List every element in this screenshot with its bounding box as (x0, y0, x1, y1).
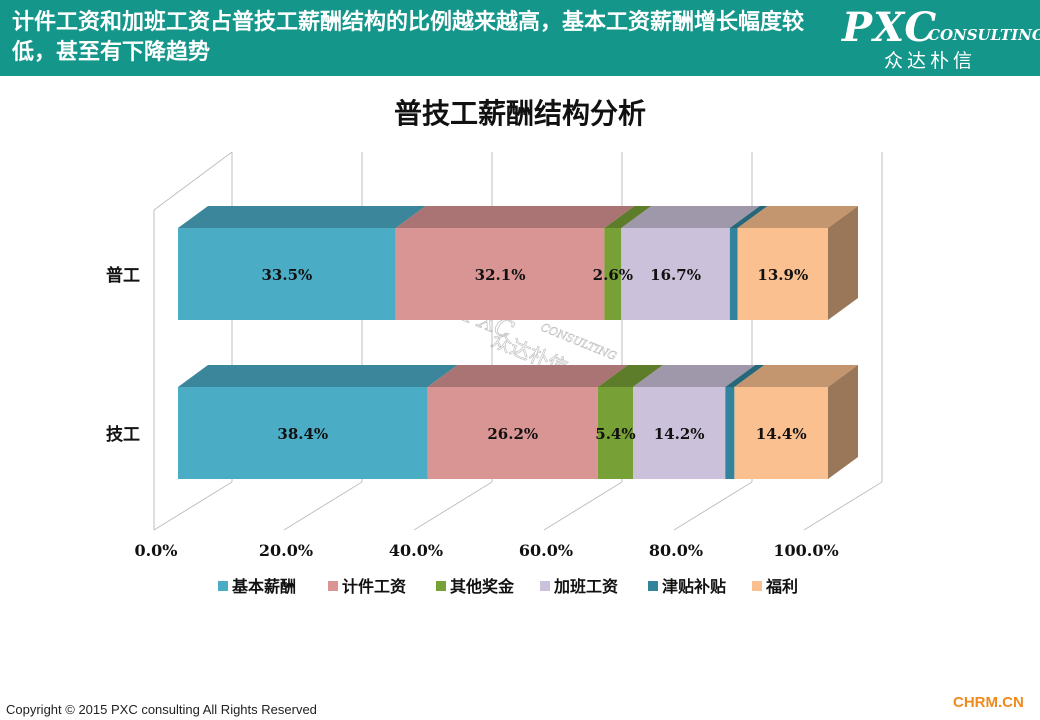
gridline-floor (283, 481, 363, 531)
legend-label: 津贴补贴 (662, 577, 726, 596)
bar-top-其他奖金 (604, 206, 652, 228)
bar-top-计件工资 (427, 365, 628, 387)
stacked-bar-chart: PXC CONSULTING 众达朴信 33.5% 32.1% 2.6% 16.7% 1… (106, 151, 883, 596)
legend: 基本薪酬 计件工资 其他奖金 加班工资 津贴补贴 福利 (218, 577, 798, 596)
data-label: 26.2% (487, 425, 538, 443)
legend-label: 加班工资 (553, 577, 618, 596)
bar-top-福利 (737, 206, 858, 228)
bar-计件工资 (427, 387, 598, 479)
data-label: 14.4% (756, 425, 807, 443)
data-labels-group: 33.5% 32.1% 2.6% 16.7% 13.9% 38.4% 26.2% 5.4% 14… (261, 266, 808, 443)
bar-top-加班工资 (633, 365, 756, 387)
legend-label: 计件工资 (342, 577, 406, 596)
header-banner: 计件工资和加班工资占普技工薪酬结构的比例越来越高，基本工资薪酬增长幅度较低，甚至… (0, 0, 1040, 76)
legend-label: 福利 (765, 577, 798, 596)
logo-chinese-text: 众达朴信 (884, 50, 977, 72)
data-label: 2.6% (593, 266, 633, 284)
gridline-floor (543, 481, 623, 531)
bar-top-福利 (734, 365, 858, 387)
legend-swatch (436, 581, 446, 591)
bars-group (178, 206, 858, 479)
bar-top-津贴补贴 (729, 206, 768, 228)
logo-pxc-text: PXC (842, 4, 938, 51)
bar-基本薪酬 (178, 387, 428, 479)
legend-swatch (218, 581, 228, 591)
legend-swatch (540, 581, 550, 591)
legend-label: 基本薪酬 (231, 577, 296, 596)
bar-福利 (734, 387, 828, 479)
bar-其他奖金 (597, 387, 633, 479)
bar-加班工资 (633, 387, 726, 479)
bar-计件工资 (395, 228, 605, 320)
gridline-floor (153, 481, 233, 531)
bar-基本薪酬 (178, 228, 396, 320)
left-wall-top (153, 151, 233, 211)
bar-其他奖金 (604, 228, 622, 320)
data-label: 33.5% (261, 266, 312, 284)
site-mark: CHRM.CN (953, 694, 1024, 711)
x-tick-label: 40.0% (389, 541, 443, 560)
data-label: 38.4% (277, 425, 328, 443)
bar-top-基本薪酬 (178, 206, 426, 228)
x-tick-label: 0.0% (134, 541, 177, 560)
data-label: 13.9% (757, 266, 808, 284)
x-tick-label: 60.0% (519, 541, 573, 560)
data-label: 14.2% (654, 425, 705, 443)
bar-top-计件工资 (395, 206, 635, 228)
bar-top-基本薪酬 (178, 365, 458, 387)
pxc-logo: PXC CONSULTING 众达朴信 (842, 4, 1040, 72)
data-label: 16.7% (650, 266, 701, 284)
x-tick-label: 80.0% (649, 541, 703, 560)
bar-top-加班工资 (621, 206, 760, 228)
data-label: 32.1% (475, 266, 526, 284)
gridline-floor (673, 481, 753, 531)
legend-swatch (752, 581, 762, 591)
gridline-floor (413, 481, 493, 531)
bar-福利 (737, 228, 828, 320)
bar-津贴补贴 (725, 387, 735, 479)
legend-label: 其他奖金 (450, 577, 515, 596)
bar-side-福利 (828, 365, 858, 479)
bar-top-津贴补贴 (725, 365, 765, 387)
logo-consulting-text: CONSULTING (928, 26, 1040, 44)
gridline-floor (803, 481, 883, 531)
x-tick-label: 20.0% (259, 541, 313, 560)
header-title: 计件工资和加班工资占普技工薪酬结构的比例越来越高，基本工资薪酬增长幅度较低，甚至… (12, 10, 805, 65)
bar-津贴补贴 (729, 228, 738, 320)
chart-title: 普技工薪酬结构分析 (393, 97, 646, 130)
x-tick-label: 100.0% (773, 541, 838, 560)
bar-加班工资 (621, 228, 730, 320)
x-tick-labels-group: 0.0% 20.0% 40.0% 60.0% 80.0% 100.0% (134, 541, 838, 560)
legend-swatch (648, 581, 658, 591)
bar-top-其他奖金 (597, 365, 663, 387)
category-label: 技工 (106, 424, 140, 445)
legend-swatch (328, 581, 338, 591)
data-label: 5.4% (595, 425, 635, 443)
category-label: 普工 (106, 265, 140, 286)
bar-side-福利 (828, 206, 858, 320)
copyright-footer: Copyright © 2015 PXC consulting All Righ… (6, 702, 317, 717)
